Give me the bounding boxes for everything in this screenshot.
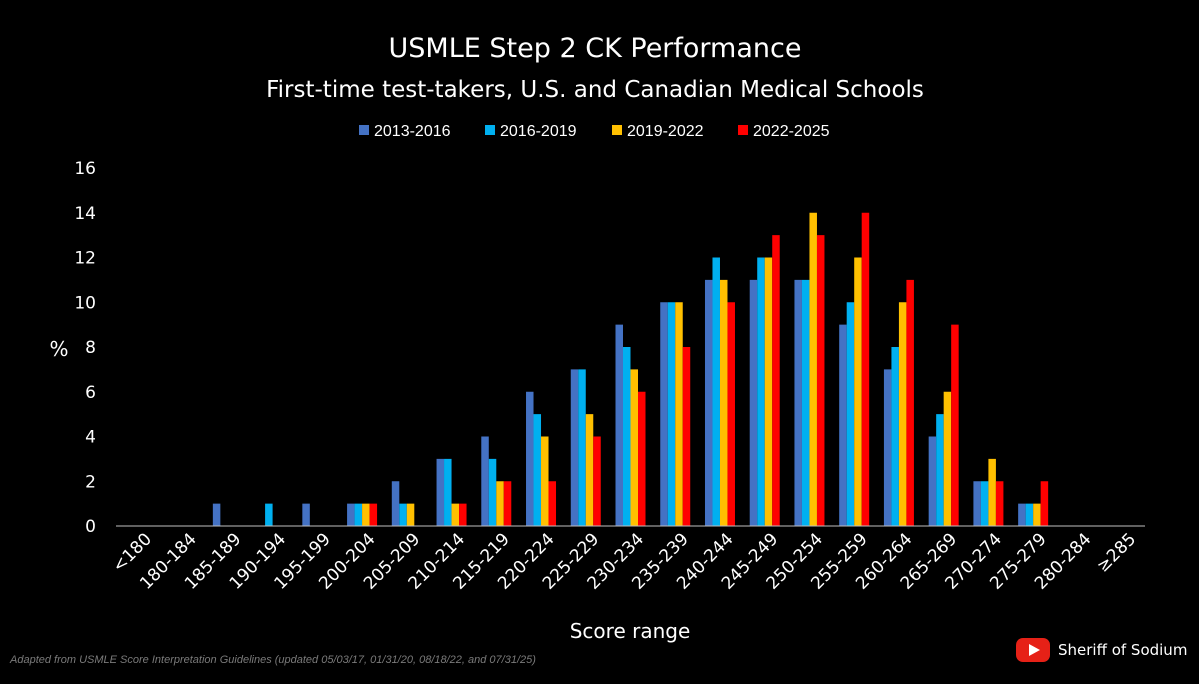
bar-2019-2022-250-254 [809, 212, 817, 526]
bar-2022-2025-225-229 [593, 436, 601, 526]
source-credit: Adapted from USMLE Score Interpretation … [10, 654, 536, 666]
y-tick-label: 16 [74, 159, 96, 179]
bar-2013-2016-200-204 [347, 503, 355, 527]
bar-2022-2025-260-264 [906, 279, 914, 527]
bar-2013-2016-240-244 [704, 279, 713, 527]
bar-2022-2025-265-269 [951, 324, 959, 527]
bar-2022-2025-215-219 [503, 481, 512, 526]
bar-2013-2016-250-254 [794, 279, 802, 527]
bar-2016-2019-225-229 [578, 369, 586, 527]
legend-label: 2019-2022 [627, 123, 704, 140]
bar-2019-2022-240-244 [719, 279, 728, 527]
bar-2016-2019-230-234 [623, 347, 631, 526]
bar-2019-2022-210-214 [451, 503, 460, 527]
y-axis-label: % [49, 337, 68, 361]
bar-2022-2025-220-224 [548, 481, 557, 526]
bar-2016-2019-190-194 [265, 503, 273, 527]
legend-label: 2013-2016 [374, 123, 451, 140]
legend-label: 2022-2025 [753, 123, 830, 140]
bar-2019-2022-200-204 [362, 503, 370, 527]
bar-2016-2019-255-259 [846, 302, 855, 526]
bar-2013-2016-235-239 [660, 302, 668, 526]
bar-2013-2016-230-234 [615, 324, 623, 527]
bar-2013-2016-245-249 [749, 279, 758, 527]
bar-2019-2022-225-229 [585, 414, 594, 527]
x-tick-label: ≥285 [1093, 529, 1140, 576]
y-axis-ticks: 0 2 4 6 8 10 12 14 16 [74, 159, 96, 537]
bar-2022-2025-235-239 [682, 347, 691, 526]
bar-2016-2019-275-279 [1025, 503, 1034, 527]
bar-2022-2025-210-214 [459, 503, 467, 527]
bar-2016-2019-265-269 [936, 414, 944, 527]
bar-2016-2019-260-264 [891, 347, 899, 526]
bar-2022-2025-200-204 [369, 503, 378, 527]
bar-2016-2019-240-244 [712, 257, 720, 526]
x-axis-label: Score range [570, 619, 691, 643]
bar-2019-2022-245-249 [764, 257, 773, 526]
y-tick-label: 12 [74, 249, 96, 269]
bar-2022-2025-250-254 [816, 235, 825, 527]
bar-2022-2025-255-259 [861, 212, 870, 526]
y-tick-label: 2 [85, 472, 96, 492]
bar-2013-2016-275-279 [1018, 503, 1026, 527]
bar-2019-2022-220-224 [541, 436, 549, 526]
bar-2013-2016-260-264 [883, 369, 892, 527]
bar-2019-2022-265-269 [943, 391, 952, 526]
bar-2013-2016-185-189 [212, 503, 221, 527]
bar-2022-2025-270-274 [995, 481, 1004, 526]
bar-2013-2016-215-219 [481, 436, 489, 526]
bar-2013-2016-220-224 [526, 391, 534, 526]
bar-2019-2022-205-209 [406, 503, 415, 527]
bar-2013-2016-255-259 [839, 324, 847, 527]
bar-2013-2016-210-214 [436, 458, 445, 527]
legend-swatch-2019-2022 [612, 125, 622, 135]
bar-2019-2022-260-264 [898, 302, 907, 526]
watermark-text: Sheriff of Sodium [1058, 641, 1188, 659]
bar-2016-2019-210-214 [444, 458, 452, 527]
bar-2013-2016-270-274 [973, 481, 981, 526]
bar-2016-2019-270-274 [980, 481, 989, 526]
bar-2016-2019-235-239 [667, 302, 676, 526]
y-tick-label: 4 [85, 428, 96, 448]
y-tick-label: 10 [74, 293, 96, 313]
chart-subtitle: First-time test-takers, U.S. and Canadia… [266, 77, 924, 103]
legend-swatch-2013-2016 [359, 125, 369, 135]
bars [212, 212, 1049, 527]
legend-swatch-2016-2019 [485, 125, 495, 135]
bar-2019-2022-230-234 [630, 369, 638, 527]
bar-2019-2022-215-219 [496, 481, 504, 526]
legend: 2013-2016 2016-2019 2019-2022 2022-2025 [359, 123, 830, 140]
y-tick-label: 8 [85, 338, 96, 358]
bar-2016-2019-215-219 [488, 458, 497, 527]
bar-2013-2016-225-229 [570, 369, 579, 527]
y-tick-label: 14 [74, 204, 96, 224]
legend-label: 2016-2019 [500, 123, 577, 140]
bar-2013-2016-265-269 [928, 436, 937, 526]
bar-2019-2022-235-239 [675, 302, 683, 526]
legend-swatch-2022-2025 [738, 125, 748, 135]
bar-2016-2019-205-209 [399, 503, 407, 527]
bar-2016-2019-220-224 [533, 414, 542, 527]
bar-2022-2025-240-244 [727, 302, 735, 526]
bar-2019-2022-270-274 [988, 458, 996, 527]
bar-2013-2016-195-199 [302, 503, 310, 527]
y-tick-label: 0 [85, 517, 96, 537]
youtube-icon [1016, 638, 1050, 662]
bar-2016-2019-245-249 [757, 257, 765, 526]
bar-2022-2025-245-249 [772, 235, 780, 527]
bar-2016-2019-200-204 [354, 503, 363, 527]
bar-2013-2016-205-209 [391, 481, 400, 526]
y-tick-label: 6 [85, 383, 96, 403]
channel-watermark: Sheriff of Sodium [1016, 638, 1187, 662]
bar-2022-2025-230-234 [638, 391, 646, 526]
bar-2019-2022-255-259 [854, 257, 862, 526]
bar-2019-2022-275-279 [1033, 503, 1041, 527]
x-axis-ticks: <180180-184185-189190-194195-199200-2042… [109, 529, 1140, 593]
chart-title: USMLE Step 2 CK Performance [389, 33, 802, 64]
bar-2022-2025-275-279 [1040, 481, 1049, 526]
bar-2016-2019-250-254 [801, 279, 810, 527]
